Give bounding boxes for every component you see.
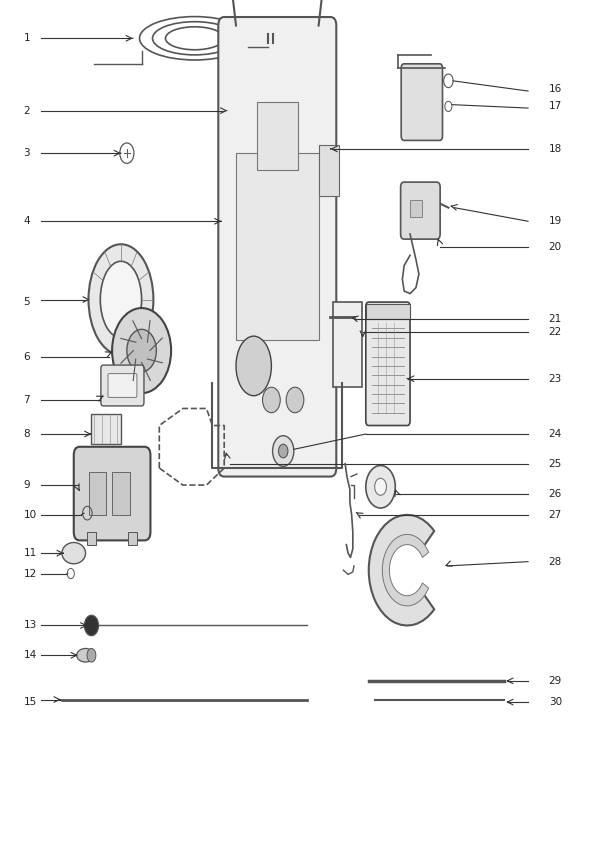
Circle shape [263,387,280,413]
FancyBboxPatch shape [101,365,144,406]
Ellipse shape [77,648,94,662]
Ellipse shape [236,336,271,396]
Text: 11: 11 [24,548,37,558]
Ellipse shape [127,329,156,372]
Text: 26: 26 [549,488,562,499]
Text: 25: 25 [549,459,562,469]
Text: 21: 21 [549,314,562,324]
Bar [236,153,319,340]
Bar [87,532,96,545]
Text: 23: 23 [549,374,562,384]
Circle shape [375,478,386,495]
Bar [128,532,137,545]
Text: 3: 3 [24,148,30,158]
Ellipse shape [62,543,86,564]
FancyBboxPatch shape [366,302,410,426]
Bar [91,414,121,444]
Circle shape [273,436,294,466]
FancyBboxPatch shape [401,64,442,140]
Text: 16: 16 [549,84,562,94]
Ellipse shape [88,244,153,355]
Text: 7: 7 [24,395,30,405]
Circle shape [366,465,395,508]
FancyBboxPatch shape [74,447,150,540]
Ellipse shape [87,648,96,662]
FancyBboxPatch shape [401,182,440,239]
Text: 24: 24 [549,429,562,439]
Bar [366,304,410,319]
Circle shape [286,387,304,413]
FancyBboxPatch shape [218,17,336,477]
Circle shape [84,615,99,636]
Text: 10: 10 [24,510,37,520]
Bar [257,102,298,170]
Text: 4: 4 [24,216,30,226]
Circle shape [278,444,288,458]
Bar [333,302,362,387]
Bar [88,472,106,515]
Text: 13: 13 [24,620,37,631]
Bar [319,145,339,196]
Text: 30: 30 [549,697,562,707]
Text: 15: 15 [24,697,37,707]
Text: 19: 19 [549,216,562,226]
Text: 14: 14 [24,650,37,660]
Text: 27: 27 [549,510,562,520]
Text: 18: 18 [549,144,562,154]
Text: 29: 29 [549,676,562,686]
Text: 2: 2 [24,106,30,116]
Text: 28: 28 [549,557,562,567]
Text: 9: 9 [24,480,30,490]
Bar [410,200,422,217]
Text: 1: 1 [24,33,30,43]
Text: 8: 8 [24,429,30,439]
Wedge shape [369,515,434,625]
Bar [112,472,130,515]
Text: 17: 17 [549,101,562,111]
Ellipse shape [112,308,171,393]
Text: 5: 5 [24,297,30,307]
Wedge shape [382,534,428,606]
FancyBboxPatch shape [108,374,137,397]
Text: 20: 20 [549,242,562,252]
Text: 6: 6 [24,352,30,363]
Text: 12: 12 [24,569,37,580]
Ellipse shape [100,261,142,338]
Text: 22: 22 [549,327,562,337]
